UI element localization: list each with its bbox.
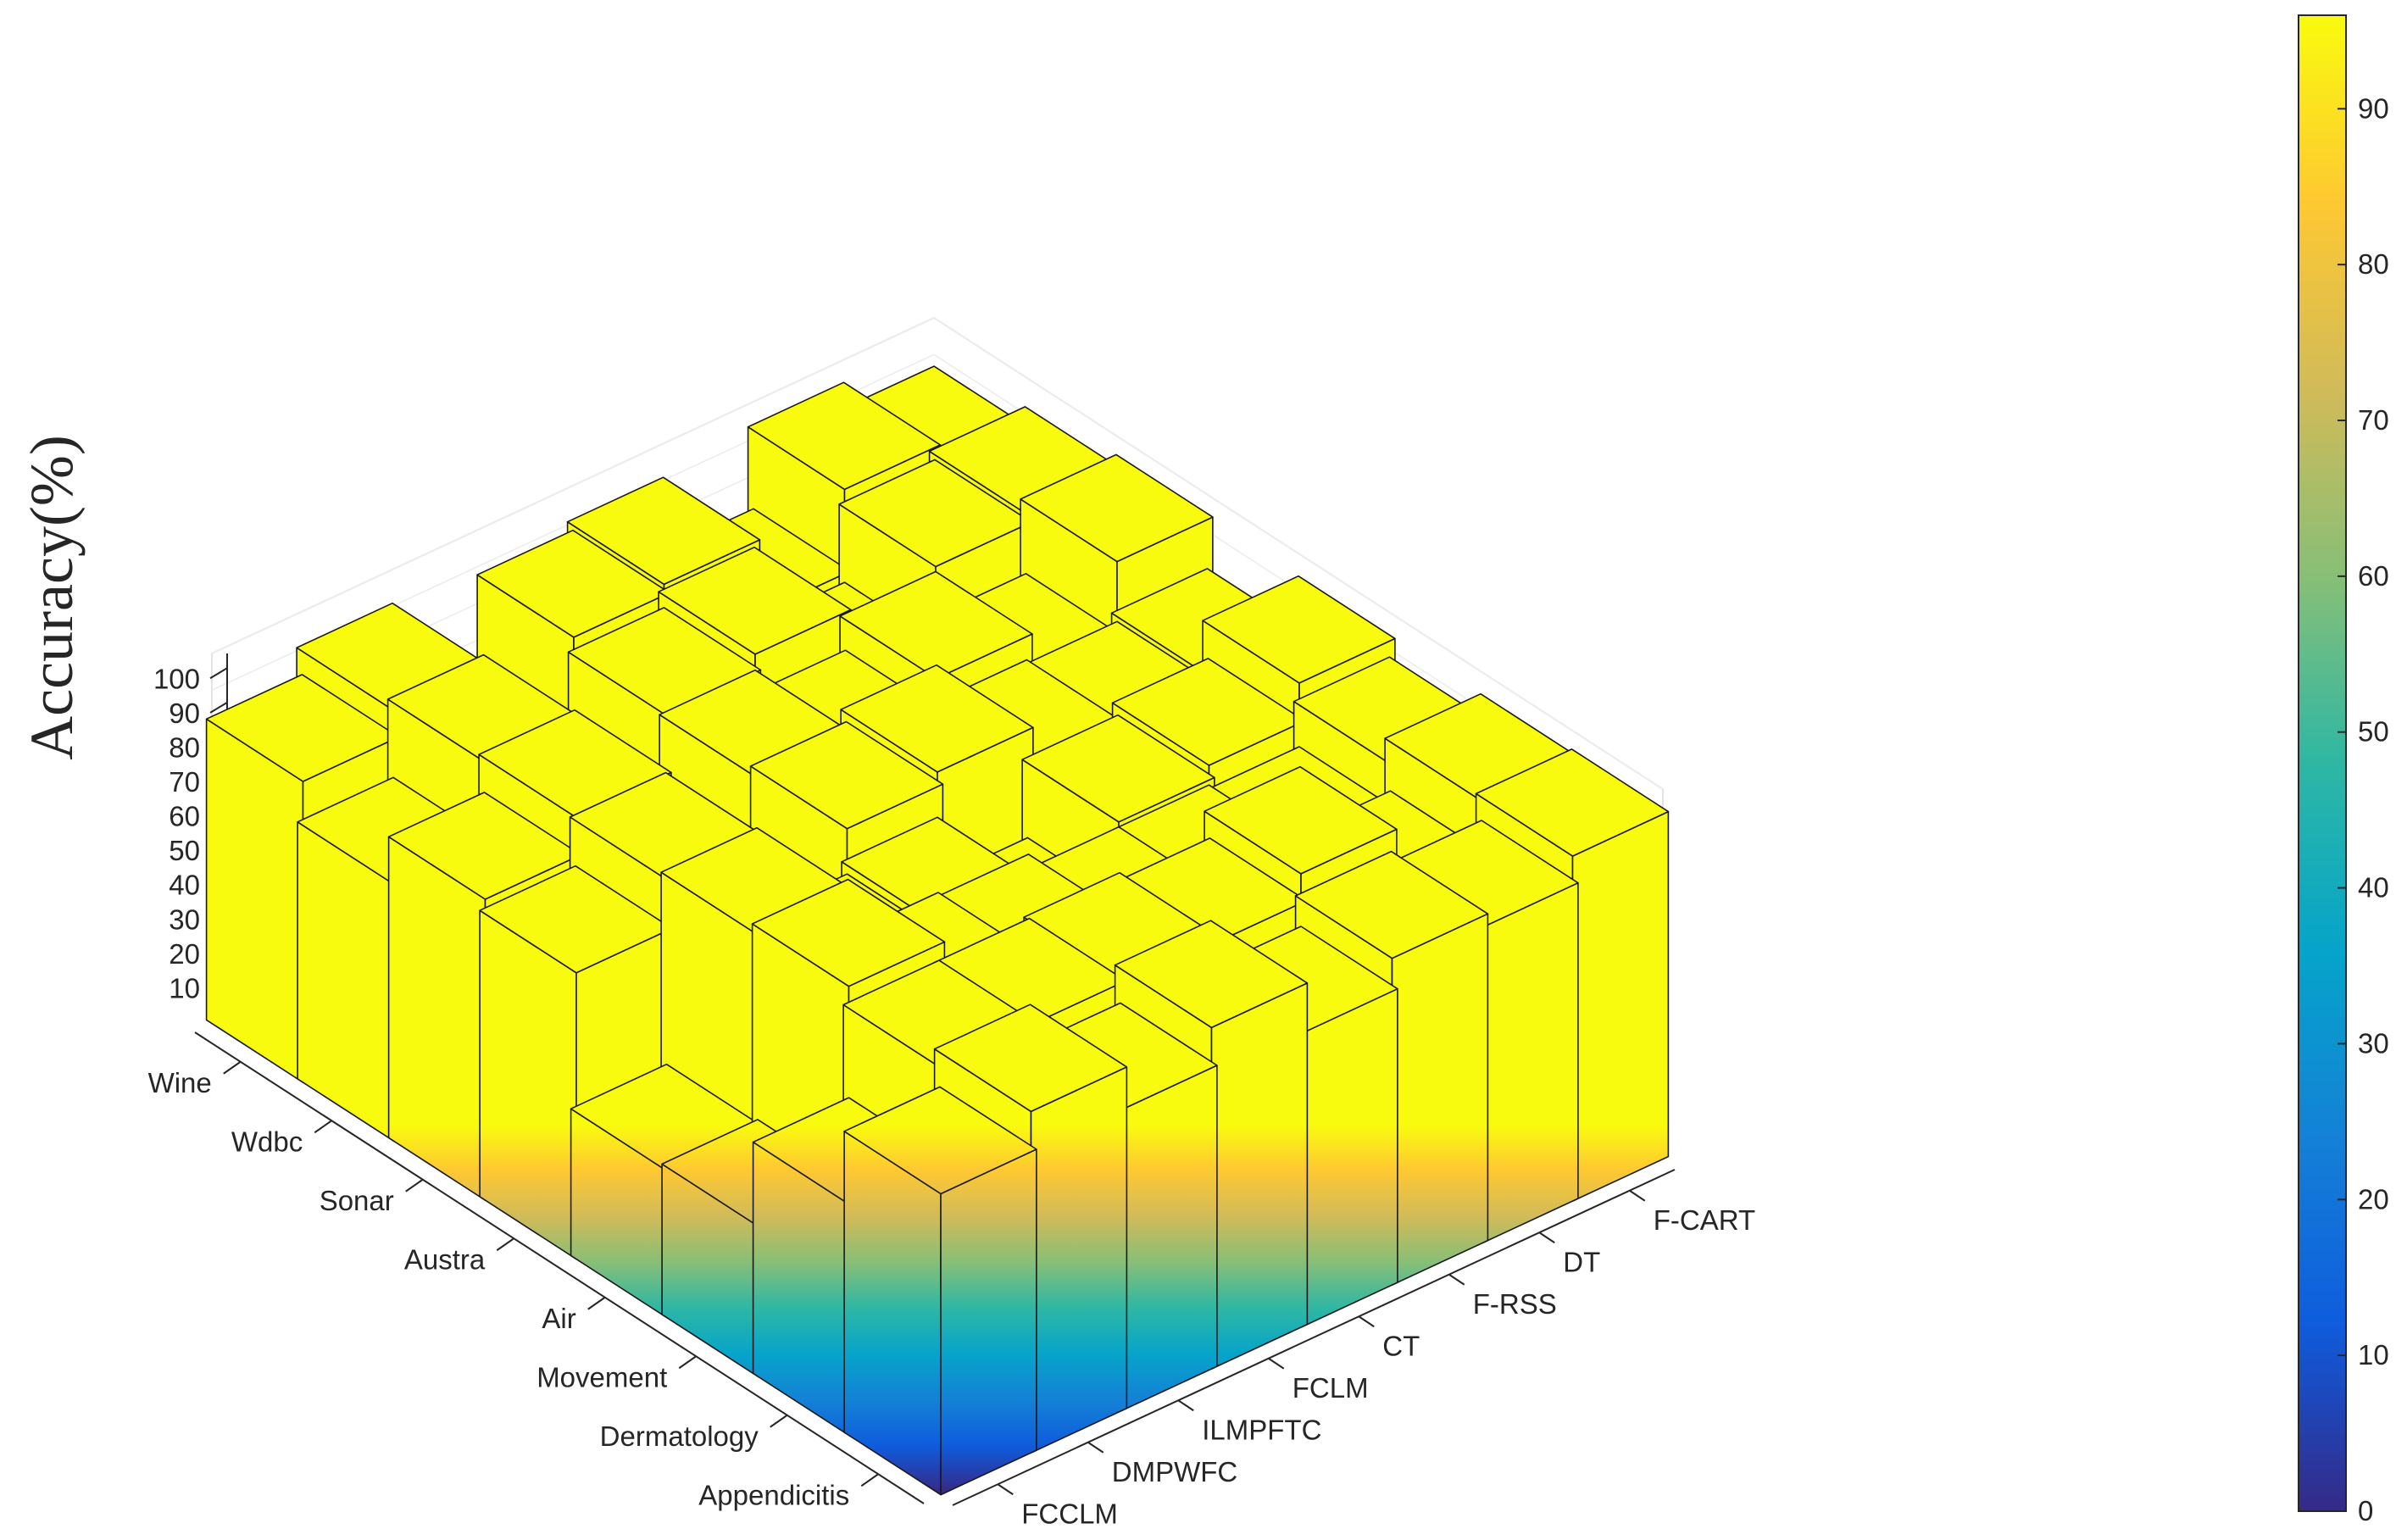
dataset-label-appendicitis: Appendicitis <box>698 1479 849 1510</box>
colorbar-tick-label: 20 <box>2358 1183 2389 1215</box>
method-tick <box>1629 1189 1646 1202</box>
method-tick <box>1268 1357 1285 1370</box>
bar-face-top <box>1294 850 1489 959</box>
bar-face-top <box>205 674 400 782</box>
method-tick <box>1448 1273 1465 1286</box>
dataset-tick <box>405 1178 424 1193</box>
grid-line <box>933 317 1664 790</box>
bar-face-right <box>1301 987 1398 1328</box>
bar-face-top <box>749 720 944 830</box>
z-tick-label: 70 <box>169 766 200 798</box>
method-tick <box>1177 1399 1194 1412</box>
bars <box>205 365 1670 1496</box>
bar-face-right <box>1391 913 1489 1286</box>
bar-face-right <box>1482 881 1579 1244</box>
bar-face-right <box>1210 982 1309 1370</box>
method-label-ilmpftc: ILMPFTC <box>1202 1414 1321 1445</box>
dataset-label-austra: Austra <box>404 1243 486 1275</box>
bar-face-top <box>843 1086 1037 1195</box>
z-tick-label: 30 <box>169 903 200 935</box>
bar-face-right <box>1030 1066 1128 1454</box>
bar-face-left <box>205 718 304 1083</box>
colorbar-tick-label: 40 <box>2358 872 2389 903</box>
bar-face-top <box>751 878 946 987</box>
z-tick-label: 100 <box>153 663 200 694</box>
dataset-tick <box>314 1120 332 1134</box>
dataset-tick <box>496 1237 514 1252</box>
colorbar: 0 10 20 30 40 50 60 70 80 90 <box>2298 14 2389 1526</box>
bar-face-top <box>1204 765 1398 875</box>
bar-face-top <box>933 1004 1128 1113</box>
colorbar-tick-label: 60 <box>2358 560 2389 592</box>
method-label-dt: DT <box>1563 1246 1600 1277</box>
bar-face-top <box>1475 748 1670 857</box>
bar-face-left <box>843 1131 942 1496</box>
bar-face-top <box>476 529 670 638</box>
bar-face-right <box>940 1148 1037 1496</box>
bar-face-top <box>387 792 582 900</box>
colorbar-tick-label: 50 <box>2358 716 2389 748</box>
grid-line <box>211 317 935 654</box>
bar-face-top <box>479 865 673 974</box>
z-tick-label: 60 <box>169 801 200 832</box>
bar-face-top <box>1021 714 1215 823</box>
method-label-f-rss: F-RSS <box>1473 1288 1557 1320</box>
dataset-axis-line <box>194 1031 925 1504</box>
z-tick-label: 20 <box>169 938 200 970</box>
method-tick <box>1358 1315 1375 1328</box>
bar-face-top <box>840 664 1034 773</box>
dataset-label-wine: Wine <box>148 1067 212 1098</box>
dataset-tick <box>223 1060 242 1075</box>
method-label-f-cart: F-CART <box>1654 1204 1755 1236</box>
dataset-label-dermatology: Dermatology <box>600 1420 759 1452</box>
dataset-label-wdbc: Wdbc <box>231 1126 303 1157</box>
method-label-fcclm: FCCLM <box>1021 1498 1118 1529</box>
colorbar-tick-label: 30 <box>2358 1027 2389 1059</box>
colorbar-scale <box>2298 14 2347 1512</box>
colorbar-tick-label: 80 <box>2358 248 2389 280</box>
bar-face-top <box>1111 658 1306 766</box>
bar-face-left <box>387 836 486 1201</box>
method-label-fclm: FCLM <box>1293 1372 1369 1404</box>
z-tick-label: 90 <box>169 698 200 729</box>
method-tick <box>1538 1231 1555 1244</box>
method-label-dmpwfc: DMPWFC <box>1112 1456 1237 1487</box>
method-tick <box>997 1483 1014 1496</box>
bar-face-right <box>1120 1065 1218 1412</box>
bar-face-top <box>1114 920 1309 1029</box>
method-tick <box>1087 1441 1104 1454</box>
bar-appendicitis-fcclm <box>843 1086 1037 1496</box>
dataset-axis: Appendicitis Dermatology Movement Air Austra… <box>148 1031 925 1510</box>
dataset-tick <box>770 1414 788 1428</box>
z-tick <box>209 701 228 714</box>
dataset-label-air: Air <box>542 1303 575 1334</box>
dataset-label-movement: Movement <box>536 1361 667 1393</box>
dataset-label-sonar: Sonar <box>320 1185 394 1216</box>
bar-face-top <box>838 459 1032 568</box>
z-tick-label: 40 <box>169 870 200 901</box>
bar-face-top <box>658 546 852 655</box>
bar-face-top <box>747 381 942 491</box>
bar-face-top <box>1202 575 1396 684</box>
z-tick-label: 80 <box>169 731 200 763</box>
z-tick-label: 10 <box>169 972 200 1004</box>
z-tick <box>209 667 228 680</box>
method-label-ct: CT <box>1382 1330 1420 1361</box>
dataset-tick <box>587 1296 606 1310</box>
z-axis-label: Accuracy(%) <box>18 435 86 760</box>
bar-face-top <box>566 476 761 586</box>
colorbar-tick-label: 10 <box>2358 1339 2389 1370</box>
dataset-tick <box>860 1473 879 1487</box>
dataset-tick <box>678 1355 697 1370</box>
z-tick-label: 50 <box>169 835 200 866</box>
bar-face-top <box>1020 453 1214 563</box>
colorbar-tick-label: 90 <box>2358 92 2389 124</box>
bar-face-right <box>1571 810 1670 1202</box>
bar-face-top <box>839 570 1033 680</box>
method-axis-line <box>952 1169 1676 1506</box>
colorbar-tick-label: 0 <box>2358 1495 2373 1526</box>
colorbar-tick-label: 70 <box>2358 404 2389 436</box>
